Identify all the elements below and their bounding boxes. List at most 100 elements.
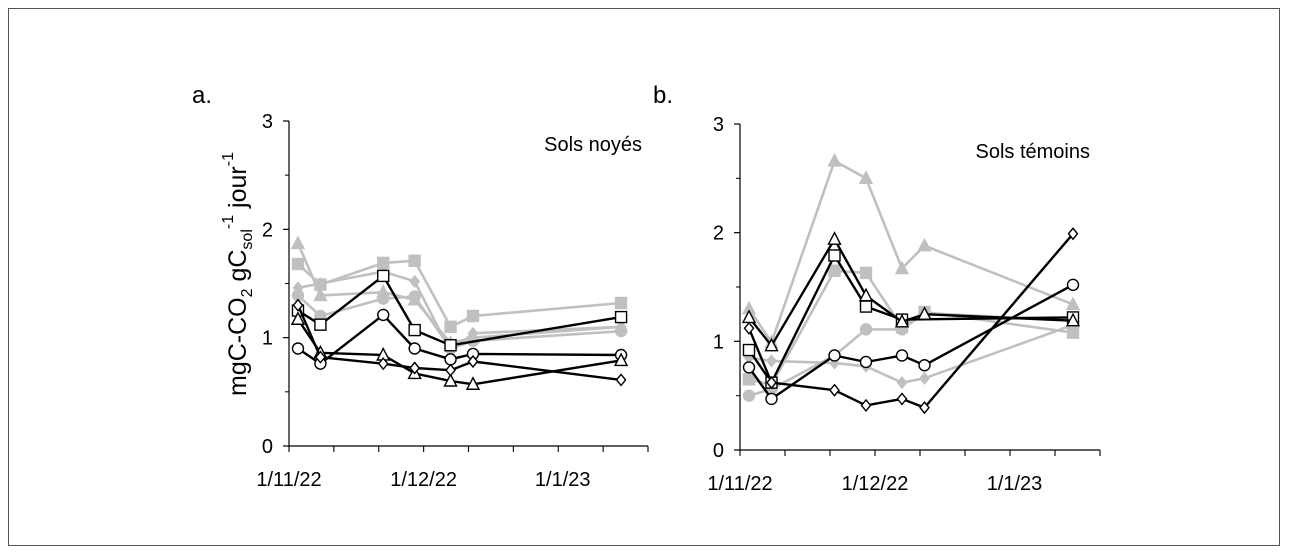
data-point [1065,296,1081,311]
data-point [859,266,873,280]
data-point [858,287,874,302]
y-tick-label: 1 [262,328,273,350]
data-point [313,287,328,302]
data-point [894,313,910,328]
data-point [408,290,421,303]
data-point [896,392,908,406]
data-point [614,324,628,338]
panel-b-series [741,152,1081,415]
data-point [291,342,305,355]
data-point [742,361,756,374]
data-point [409,361,421,375]
data-point [613,352,629,367]
data-point [291,257,305,271]
data-point [377,357,389,371]
data-point [444,320,457,334]
series-dark-circle-open [742,278,1080,406]
data-point [742,389,756,402]
panel-a: a. Sols noyés 0 1 2 3 1/11/22 1/12/22 1/1/23 [192,82,649,491]
panel-a-title: Sols noyés [544,134,642,156]
data-point [860,398,872,413]
data-point [917,237,932,252]
panel-b-axes [734,123,1101,456]
data-point [858,170,874,185]
y-tick-label: 3 [262,111,273,133]
data-point [766,376,777,390]
data-point [315,350,326,364]
data-point [292,298,304,312]
panel-b-label: b. [653,82,673,109]
data-point [828,249,841,262]
data-point [408,254,421,267]
data-point [408,342,421,355]
data-point [1067,227,1079,241]
data-point [1066,278,1080,292]
y-axis-label: mgC-CO2 gCsol-1 jour-1 [220,152,256,396]
data-point [377,308,390,322]
data-point [615,373,627,387]
data-point [827,231,842,245]
data-point [828,349,841,362]
x-tick-label: 1/12/22 [390,469,457,491]
series-light-square [742,264,1080,391]
data-point [377,269,390,283]
y-tick-label: 0 [713,440,724,462]
y-tick-label: 2 [262,219,273,241]
data-point [765,392,778,406]
data-point [614,310,628,324]
data-point [896,376,908,390]
x-tick-label: 1/1/23 [987,473,1043,495]
data-point [408,323,421,337]
panel-a-tick-labels: 0 1 2 3 1/11/22 1/12/22 1/1/23 [256,111,590,491]
panel-a-axes [283,120,649,452]
series-dark-diamond-open [292,298,627,387]
data-point [743,321,755,335]
data-point [465,376,481,390]
data-point [290,311,306,325]
data-point [919,371,930,385]
y-tick-label: 2 [713,223,724,245]
data-point [895,349,909,362]
data-point [917,306,932,320]
data-point [443,372,458,387]
panel-b: b. Sols témoins 0 1 2 3 1/11/22 1/12/22 1/1/23 [653,82,1101,495]
data-point [742,373,756,386]
data-point [828,264,841,277]
series-light-circle [742,306,1080,402]
x-tick-label: 1/1/23 [535,469,591,491]
panel-a-series [290,235,629,390]
data-point [829,383,840,397]
series-light-triangle [290,235,629,349]
figure-frame [8,8,1280,546]
y-tick-label: 3 [713,114,724,136]
data-point [1065,312,1081,327]
data-point [467,354,479,369]
panel-a-label: a. [192,82,212,109]
x-tick-label: 1/12/22 [842,473,909,495]
data-point [445,363,456,377]
data-point [859,300,873,313]
y-tick-label: 1 [713,331,724,353]
panel-b-tick-labels: 0 1 2 3 1/11/22 1/12/22 1/1/23 [707,114,1042,495]
data-point [444,339,457,352]
data-point [827,152,842,167]
data-point [466,309,480,323]
x-tick-label: 1/11/22 [256,469,321,491]
data-point [314,318,327,331]
data-point [764,337,779,352]
series-dark-diamond-open [743,227,1079,415]
data-point [377,292,390,305]
data-point [290,235,306,250]
data-point [859,323,873,336]
panel-b-title: Sols témoins [976,141,1091,163]
data-point [919,401,930,415]
y-tick-label: 0 [262,436,273,458]
data-point [409,274,421,288]
data-point [742,343,756,357]
data-point [859,355,873,369]
data-point [444,353,457,366]
data-point [766,354,777,368]
series-dark-triangle-open [741,231,1081,352]
data-point [315,276,326,291]
